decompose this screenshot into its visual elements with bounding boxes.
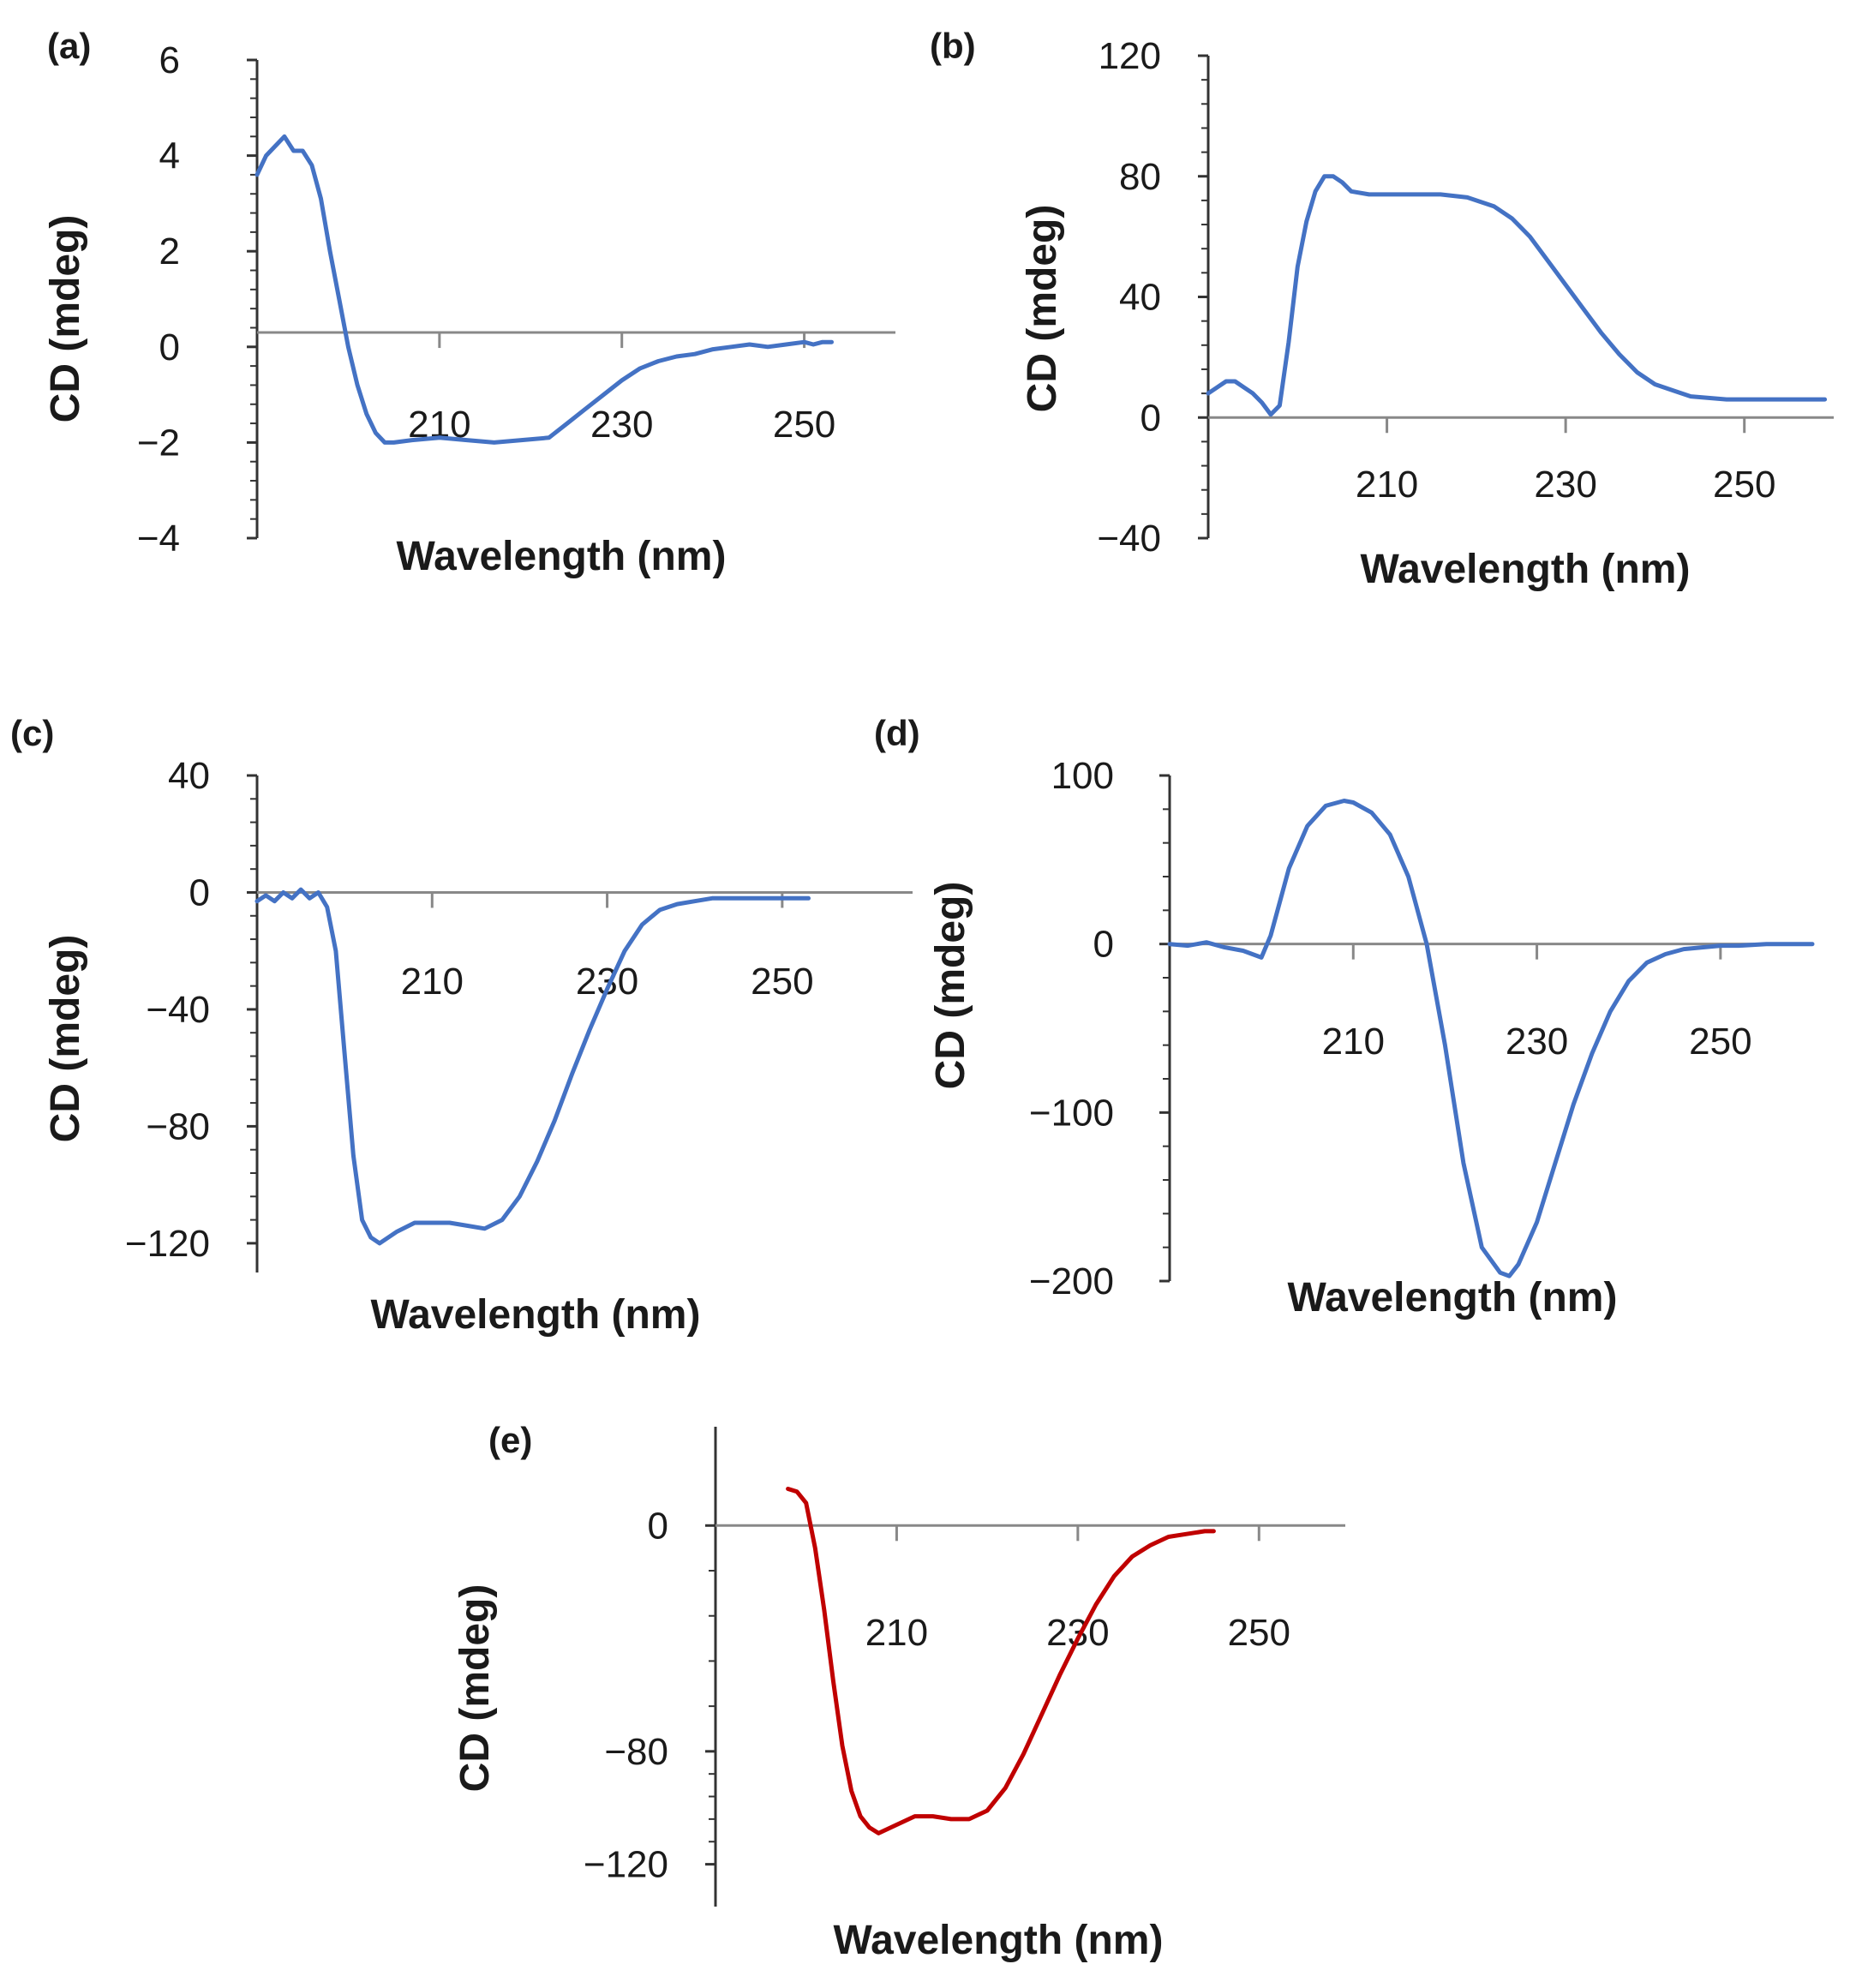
x-tick-label: 210 — [865, 1612, 928, 1654]
panel-b: (b) Wavelength (nm) CD (mdeg) 120 80 40 0 −4… — [930, 26, 1834, 592]
x-tick-label: 250 — [1713, 464, 1775, 506]
panel-d: (d) Wavelength (nm) CD (mdeg) 100 0 −100 −2… — [874, 713, 1815, 1320]
y-tick-label: −80 — [604, 1731, 668, 1773]
y-tick-label: 40 — [168, 755, 210, 797]
y-axis-title: CD (mdeg) — [1020, 205, 1065, 413]
y-tick-label: 2 — [159, 231, 180, 272]
x-tick-label: 250 — [773, 404, 835, 446]
y-tick-label: −4 — [137, 518, 180, 560]
x-tick-label: 210 — [1356, 464, 1418, 506]
x-axis-title: Wavelength (nm) — [1361, 547, 1691, 592]
y-tick-label: −40 — [1097, 518, 1161, 560]
x-tick-label: 250 — [751, 961, 813, 1003]
y-tick-label: 40 — [1119, 277, 1161, 319]
y-tick-label: 0 — [648, 1505, 668, 1547]
y-tick-label: −200 — [1029, 1260, 1114, 1302]
y-tick-label: −100 — [1029, 1092, 1114, 1134]
y-tick-label: −2 — [137, 422, 180, 464]
x-tick-label: 230 — [1506, 1021, 1568, 1063]
y-axis-title: CD (mdeg) — [452, 1584, 498, 1793]
panel-label: (d) — [874, 713, 920, 753]
y-tick-label: 120 — [1099, 35, 1161, 77]
x-tick-label: 250 — [1228, 1612, 1290, 1654]
y-axis-title: CD (mdeg) — [43, 935, 88, 1143]
x-axis-title: Wavelength (nm) — [397, 534, 727, 579]
panel-label: (c) — [10, 713, 54, 753]
panel-label: (b) — [930, 26, 976, 66]
x-axis-title: Wavelength (nm) — [834, 1918, 1164, 1963]
y-tick-label: 100 — [1051, 755, 1114, 797]
y-tick-label: −40 — [146, 989, 210, 1031]
panel-c: (c) Wavelength (nm) CD (mdeg) 40 0 −40 −80 −… — [10, 713, 913, 1338]
y-tick-label: −80 — [146, 1105, 210, 1147]
y-tick-label: 4 — [159, 135, 180, 177]
x-tick-label: 230 — [1534, 464, 1596, 506]
y-tick-label: −120 — [584, 1844, 668, 1886]
series-line — [1206, 174, 1828, 417]
y-axis-title: CD (mdeg) — [928, 882, 973, 1090]
x-axis-title: Wavelength (nm) — [371, 1292, 701, 1338]
x-tick-label: 230 — [1046, 1612, 1109, 1654]
y-tick-label: 0 — [1093, 924, 1114, 966]
panel-e: (e) Wavelength (nm) CD (mdeg) 0 −80 −120 21… — [452, 1420, 1345, 1963]
y-tick-label: 6 — [159, 39, 180, 81]
y-tick-label: 80 — [1119, 156, 1161, 198]
y-tick-label: 0 — [159, 326, 180, 368]
y-tick-label: 0 — [189, 871, 210, 913]
series-line — [786, 1487, 1216, 1835]
panel-label: (a) — [47, 26, 91, 66]
y-tick-label: −120 — [125, 1223, 210, 1265]
x-tick-label: 250 — [1689, 1021, 1751, 1063]
series-line — [254, 887, 811, 1246]
panel-label: (e) — [488, 1420, 532, 1460]
series-line — [254, 134, 834, 445]
x-axis-title: Wavelength (nm) — [1288, 1275, 1618, 1320]
panel-a: (a) Wavelength (nm) CD (mdeg) 6420−2−421… — [43, 26, 895, 579]
y-axis-title: CD (mdeg) — [43, 215, 88, 423]
x-tick-label: 230 — [590, 404, 653, 446]
x-tick-label: 210 — [401, 961, 464, 1003]
x-tick-label: 230 — [576, 961, 638, 1003]
y-tick-label: 0 — [1141, 397, 1161, 439]
x-tick-label: 210 — [1322, 1021, 1385, 1063]
series-line — [1167, 799, 1815, 1278]
